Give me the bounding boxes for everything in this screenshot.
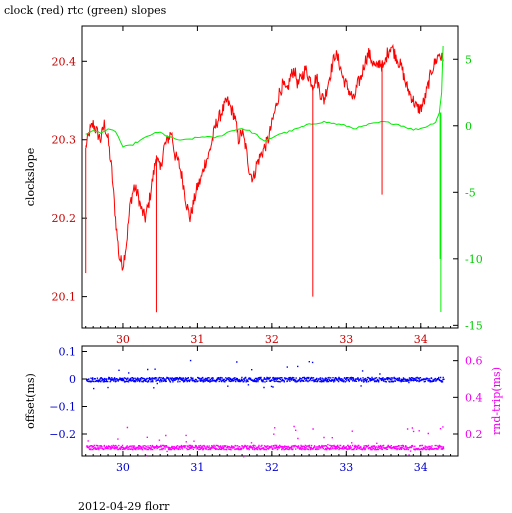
y2-tick-label: -15 [465,319,483,332]
y-tick-label: 0 [69,373,76,386]
y-tick-label: 20.1 [52,291,77,304]
bottom-panel: 30 31 32 33 34 0.1 0 −0.1 −0.2 0.6 0.4 0.2 offset(ms… [24,345,503,474]
series-line-1 [85,45,444,148]
y2-tick-label: 0.2 [465,428,483,441]
x-tick-label: 33 [339,333,353,346]
y-tick-label: −0.1 [49,401,76,414]
y2-tick-label: 0.6 [465,355,483,368]
x-tick-label: 34 [414,461,428,474]
y2-tick-label: -10 [465,253,483,266]
y-tick-label: 20.2 [52,212,77,225]
series-layer [85,43,444,313]
y2-tick-label: 0 [465,120,472,133]
y-tick-label: 20.3 [52,134,77,147]
y-axis-label: offset(ms) [24,373,37,429]
y-tick-label: 0.1 [59,346,77,359]
y2-axis-label: rnd-trip(ms) [490,367,503,435]
plot-frame [81,25,459,329]
scatter-points-0 [86,359,445,390]
y-axis-label: clockslope [24,148,37,206]
scatter-points-1 [86,425,445,458]
x-tick-label: 31 [190,333,204,346]
x-tick-label: 32 [265,333,279,346]
y2-tick-label: -5 [465,186,476,199]
top-panel: 30 31 32 33 34 20.1 20.2 20.3 20.4 5 0 -5 -10 -15 cloc… [24,25,483,346]
x-tick-label: 31 [190,461,204,474]
plot-frame [81,345,459,457]
footer-label: 2012-04-29 florr [78,500,170,513]
y-tick-label: 20.4 [52,55,77,68]
x-tick-label: 30 [116,333,130,346]
y2-tick-label: 0.4 [465,391,483,404]
x-tick-label: 33 [339,461,353,474]
y2-tick-label: 5 [465,53,472,66]
x-tick-label: 34 [414,333,428,346]
chart-title: clock (red) rtc (green) slopes [4,4,167,17]
x-tick-label: 30 [116,461,130,474]
x-tick-label: 32 [265,461,279,474]
y-tick-label: −0.2 [49,428,76,441]
series-line-0 [85,43,444,271]
